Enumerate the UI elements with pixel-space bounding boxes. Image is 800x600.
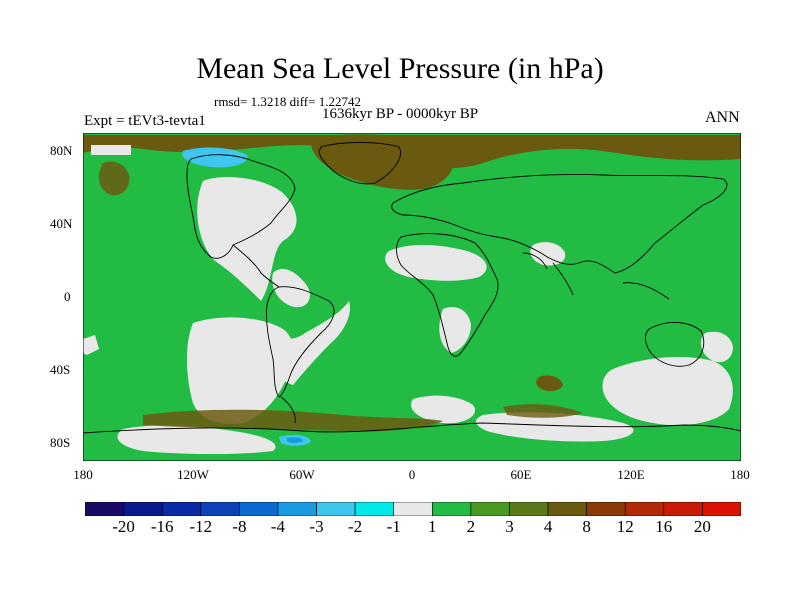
- colorbar-tick-label: -1: [386, 517, 401, 536]
- greenland-positive-region: [311, 134, 454, 190]
- colorbar-swatch: [547, 502, 587, 516]
- stats-text: rmsd= 1.3218 diff= 1.22742: [214, 94, 361, 109]
- colorbar-swatch: [354, 502, 395, 516]
- colorbar-tick-label: 3: [505, 517, 514, 536]
- colorbar-tick-label: -16: [150, 517, 174, 536]
- arctic-neutral-west: [91, 145, 131, 155]
- australia-coast: [644, 322, 705, 367]
- colorbar-tick-label: 2: [466, 517, 476, 536]
- colorbar-swatch: [200, 502, 240, 516]
- central-america-coast: [232, 244, 280, 288]
- colorbar-swatch: [161, 502, 202, 516]
- colorbar-tick-label: 16: [655, 517, 673, 536]
- lon-label-60e: 60E: [510, 467, 532, 482]
- colorbar-tick-label: -4: [270, 517, 285, 536]
- colorbar: [85, 502, 741, 516]
- far-west-neutral-patch: [83, 335, 99, 355]
- south-america-coast: [266, 286, 335, 398]
- experiment-label: Expt = tEVt3-tevta1: [84, 113, 206, 129]
- colorbar-swatch: [663, 502, 703, 516]
- colorbar-swatch: [470, 502, 510, 516]
- pressure-difference-map: [83, 133, 741, 461]
- colorbar-swatch: [702, 502, 741, 516]
- colorbar-tick-label: -8: [232, 517, 247, 536]
- arabia-coast: [522, 252, 548, 270]
- season-label: ANN: [705, 109, 740, 126]
- colorbar-tick-label: 4: [543, 517, 553, 536]
- lon-label-120w: 120W: [177, 467, 209, 482]
- southeast-asia-islands: [622, 282, 670, 300]
- coastlines: [83, 142, 741, 434]
- antarctic-peninsula: [280, 396, 296, 424]
- eurasia-coast: [391, 174, 728, 274]
- colorbar-swatch: [431, 502, 472, 516]
- south-atlantic-neutral: [411, 395, 476, 424]
- colorbar-swatch: [85, 502, 124, 516]
- colorbar-tick-label: 1: [428, 517, 437, 536]
- lat-label-0: 0: [64, 289, 71, 304]
- colorbar-swatch: [277, 502, 317, 516]
- sahara-neutral-region: [385, 244, 487, 281]
- north-pacific-positive-patch: [98, 161, 130, 196]
- lon-label-0: 0: [408, 467, 416, 482]
- south-indian-positive-patch: [536, 375, 563, 392]
- colorbar-swatch: [509, 502, 549, 516]
- colorbar-tick-label: -20: [112, 517, 135, 536]
- colorbar-tick-label: -3: [309, 517, 324, 536]
- greenland-coast: [318, 142, 401, 185]
- colorbar-swatch: [393, 502, 433, 516]
- australia-southeast-neutral: [700, 331, 733, 363]
- antarctic-coast-neutral-west: [117, 425, 276, 454]
- colorbar-swatch: [239, 502, 279, 516]
- colorbar-tick-label: 8: [582, 517, 591, 536]
- lon-label-60w: 60W: [289, 467, 315, 482]
- lat-label-40n: 40N: [50, 216, 73, 231]
- southern-ocean-positive-band: [143, 409, 443, 432]
- ross-sea-negative-core: [287, 437, 303, 443]
- arctic-canada-negative-region: [182, 147, 248, 168]
- figure-title: Mean Sea Level Pressure (in hPa): [196, 52, 604, 85]
- colorbar-tick-label: -12: [189, 517, 213, 536]
- lon-label-180e: 180: [730, 467, 750, 482]
- colorbar-swatch: [316, 502, 356, 516]
- lon-label-120e: 120E: [617, 467, 645, 482]
- lat-label-80s: 80S: [50, 435, 71, 450]
- south-indian-ocean-neutral: [602, 356, 733, 426]
- southeast-pacific-neutral: [186, 317, 294, 425]
- period-label: 1636kyr BP - 0000kyr BP: [322, 106, 479, 122]
- colorbar-tick-label: 12: [616, 517, 634, 536]
- colorbar-swatch: [123, 502, 163, 516]
- lon-label-180w: 180: [73, 467, 93, 482]
- colorbar-tick-label: -2: [348, 517, 363, 536]
- southern-africa-neutral: [439, 306, 471, 353]
- india-coast: [552, 262, 574, 296]
- africa-coast: [396, 233, 499, 357]
- colorbar-swatch: [586, 502, 626, 516]
- arabia-neutral-patch: [530, 242, 566, 266]
- antarctic-coast-neutral-east: [475, 412, 634, 442]
- antarctica-coast: [83, 422, 741, 434]
- colorbar-tick-label: 20: [693, 517, 711, 536]
- lat-label-40s: 40S: [50, 362, 71, 377]
- colorbar-swatch: [624, 502, 665, 516]
- south-america-north-neutral: [272, 268, 310, 308]
- southern-ocean-positive-patch-east: [503, 404, 583, 418]
- lat-label-80n: 80N: [50, 143, 73, 158]
